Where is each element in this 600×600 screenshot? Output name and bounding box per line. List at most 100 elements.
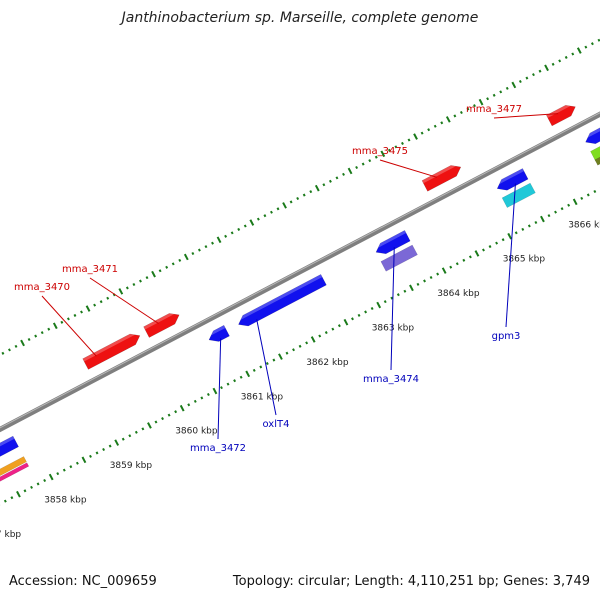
upper-tick-mark (558, 59, 562, 63)
gene-label-mma_3470[interactable]: mma_3470 (14, 282, 70, 293)
lower-tick-mark (128, 434, 132, 438)
upper-tick-mark (191, 252, 195, 256)
gene-mma_3477[interactable] (546, 104, 576, 127)
upper-tick-mark (93, 303, 97, 307)
lower-tick-mark (89, 454, 92, 458)
gene-label-gpm3[interactable]: gpm3 (492, 331, 521, 342)
feature-mma_3474[interactable] (380, 244, 418, 272)
lower-tick-mark (567, 203, 571, 207)
gene-label-mma_3477[interactable]: mma_3477 (466, 104, 522, 115)
gene-mma_3471[interactable] (143, 313, 180, 338)
gene-mma_3475[interactable] (421, 165, 462, 192)
gene-rev_3863-shade (378, 230, 407, 248)
lower-tick-mark (10, 496, 14, 500)
feature-right-feature-green[interactable] (590, 127, 600, 162)
upper-tick-mark (178, 258, 182, 262)
lower-tick-mark (586, 193, 590, 197)
lower-tick-mark (441, 267, 447, 274)
gene-rev_right[interactable] (585, 113, 600, 144)
upper-tick-mark (314, 184, 320, 192)
lower-tick-mark (200, 396, 204, 400)
upper-tick-mark (459, 110, 463, 115)
upper-tick-mark (427, 128, 431, 132)
gene-rev_3863[interactable] (375, 230, 411, 255)
upper-tick-mark (445, 116, 451, 123)
lower-tick-mark (318, 334, 322, 338)
lower-tick-mark (212, 387, 218, 395)
ruler-label: 3865 kbp (503, 255, 546, 265)
upper-tick-mark (387, 148, 391, 152)
gene-oxlT4[interactable] (238, 274, 327, 327)
upper-tick-mark (505, 86, 509, 90)
lower-tick-mark (75, 461, 79, 465)
ruler-label: 3863 kbp (372, 324, 415, 334)
leader-line (493, 113, 559, 119)
upper-tick-mark (394, 145, 398, 149)
upper-tick-mark (197, 248, 201, 252)
feature-gpm3-feature[interactable] (501, 182, 536, 208)
lower-tick-mark (423, 279, 426, 283)
lower-tick-mark (259, 365, 263, 369)
gene-label-mma_3471[interactable]: mma_3471 (62, 264, 118, 275)
lower-tick-mark (455, 262, 459, 266)
accession-text: Accession: NC_009659 (9, 574, 157, 589)
lower-tick-mark (167, 413, 171, 417)
upper-tick-mark (165, 265, 169, 269)
upper-tick-mark (335, 176, 339, 180)
upper-tick-mark (440, 121, 444, 125)
upper-tick-mark (106, 296, 110, 300)
gene-label-mma_3475[interactable]: mma_3475 (352, 146, 408, 157)
lower-tick-mark (403, 289, 407, 293)
gene-label-oxlT4[interactable]: oxlT4 (263, 419, 290, 430)
gene-rev_right-shade (587, 127, 600, 138)
feature-left-feature-magenta[interactable] (0, 462, 30, 494)
lower-tick-mark (560, 207, 564, 211)
lower-tick-mark (95, 451, 99, 455)
upper-tick-mark (132, 282, 136, 287)
lower-tick-mark (540, 215, 545, 223)
upper-tick-mark (85, 305, 91, 312)
lower-tick-mark (292, 348, 295, 352)
lower-tick-mark (376, 301, 382, 309)
gene-rev_left[interactable] (0, 435, 19, 470)
gene-mma_3477-shade (546, 105, 571, 118)
upper-tick-mark (322, 183, 326, 187)
lower-tick-mark (534, 220, 538, 224)
lower-tick-mark (30, 485, 33, 489)
upper-tick-mark (486, 97, 490, 101)
lower-tick-mark (23, 489, 27, 493)
ruler-label: 3857 kbp (0, 530, 21, 540)
upper-tick-mark (532, 73, 535, 77)
lower-tick-mark (527, 224, 531, 228)
upper-tick-mark (8, 348, 11, 352)
backbone-track (0, 111, 600, 433)
upper-tick-mark (1, 351, 5, 355)
gene-mma_3475-shade (422, 165, 456, 184)
lower-tick-mark (147, 422, 152, 429)
upper-tick-mark (518, 80, 522, 84)
lower-tick-mark (134, 430, 138, 434)
upper-tick-mark (355, 166, 359, 170)
lower-tick-mark (521, 227, 525, 231)
gene-track (0, 104, 600, 494)
upper-tick-mark (52, 322, 58, 330)
gene-gpm3[interactable] (496, 168, 529, 191)
lower-tick-mark (554, 210, 557, 214)
lower-tick-mark (572, 198, 578, 206)
lower-tick-mark (337, 324, 341, 328)
gene-label-mma_3472[interactable]: mma_3472 (190, 443, 246, 454)
gene-mma_3470[interactable] (82, 333, 141, 370)
gene-label-mma_3474[interactable]: mma_3474 (363, 374, 419, 385)
lower-tick-mark (370, 306, 374, 310)
gene-mma_3472[interactable] (208, 324, 230, 342)
feature-left-feature-orange[interactable] (0, 456, 27, 490)
feature-right-feature-olive[interactable] (594, 136, 600, 166)
lower-tick-mark (501, 238, 505, 242)
upper-tick-mark (544, 64, 549, 72)
upper-tick-mark (47, 327, 51, 331)
lower-tick-mark (474, 250, 480, 257)
upper-tick-mark (361, 162, 365, 166)
lower-tick-mark (305, 341, 309, 345)
upper-tick-mark (99, 300, 103, 304)
lower-tick-mark (593, 189, 597, 194)
